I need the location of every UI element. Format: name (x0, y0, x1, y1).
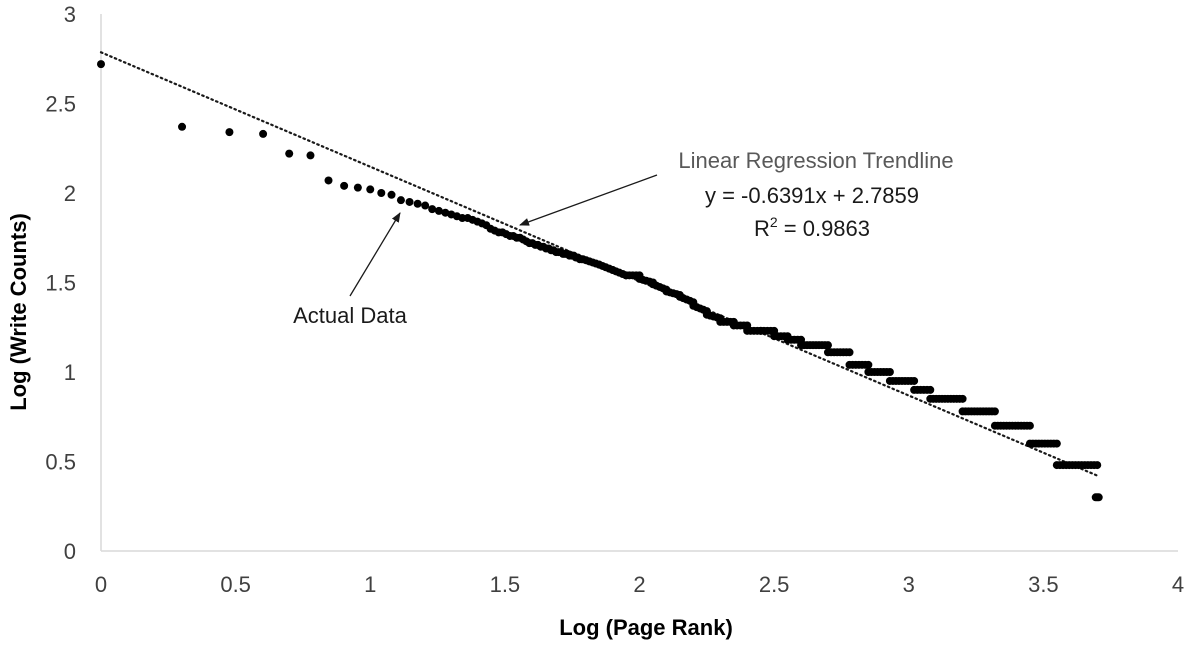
actual-data-label: Actual Data (293, 303, 407, 328)
data-point (926, 385, 935, 394)
x-tick-label: 3.5 (1028, 572, 1059, 597)
data-point (306, 151, 315, 160)
y-tick-label: 2.5 (45, 92, 76, 117)
data-point (823, 341, 832, 350)
data-point (387, 190, 396, 199)
y-tick-label: 1 (64, 360, 76, 385)
data-point (324, 176, 333, 185)
trendline-equation: y = -0.6391x + 2.7859 (705, 183, 919, 208)
y-tick-label: 0.5 (45, 450, 76, 475)
data-point (366, 185, 375, 194)
data-point (885, 368, 894, 376)
data-point (178, 122, 187, 131)
r-squared-label: R2 = 0.9863 (754, 214, 870, 241)
data-point (1093, 461, 1102, 470)
y-tick-label: 2 (64, 181, 76, 206)
data-point (864, 360, 873, 369)
data-point (434, 206, 443, 215)
data-point (1052, 439, 1061, 448)
x-tick-label: 0.5 (220, 572, 251, 597)
r-squared-r: R (754, 216, 770, 241)
actual-data-arrow (349, 212, 401, 297)
data-point (377, 189, 386, 197)
x-tick-label: 0 (95, 572, 107, 597)
y-tick-labels: 0 0.5 1 1.5 2 2.5 3 (45, 2, 76, 564)
data-point (396, 196, 405, 205)
data-point (1025, 421, 1034, 430)
data-point (405, 197, 414, 206)
data-point (413, 199, 422, 208)
x-tick-label: 3 (903, 572, 915, 597)
data-point (97, 60, 105, 69)
data-point (285, 149, 294, 158)
x-axis-title: Log (Page Rank) (559, 615, 733, 640)
data-points (97, 60, 1103, 502)
x-tick-labels: 0 0.5 1 1.5 2 2.5 3 3.5 4 (95, 572, 1184, 597)
data-point (259, 129, 268, 138)
r-squared-sup: 2 (770, 214, 778, 230)
y-tick-label: 3 (64, 2, 76, 27)
data-point (990, 407, 999, 416)
y-axis-title: Log (Write Counts) (6, 213, 31, 411)
data-point (225, 128, 234, 137)
y-tick-label: 1.5 (45, 271, 76, 296)
x-tick-label: 1.5 (490, 572, 521, 597)
trendline-arrow (519, 174, 658, 226)
x-tick-label: 4 (1172, 572, 1184, 597)
r-squared-value: = 0.9863 (778, 216, 870, 241)
data-point (340, 181, 349, 190)
data-point (845, 348, 854, 357)
x-tick-label: 2 (633, 572, 645, 597)
data-point (958, 394, 967, 403)
data-point (428, 205, 437, 214)
trendline-title: Linear Regression Trendline (678, 148, 953, 173)
data-point (421, 201, 430, 210)
y-tick-label: 0 (64, 539, 76, 564)
data-point (910, 376, 919, 385)
x-tick-label: 2.5 (759, 572, 790, 597)
data-point (353, 183, 362, 192)
x-tick-label: 1 (364, 572, 376, 597)
data-point (1094, 493, 1103, 502)
